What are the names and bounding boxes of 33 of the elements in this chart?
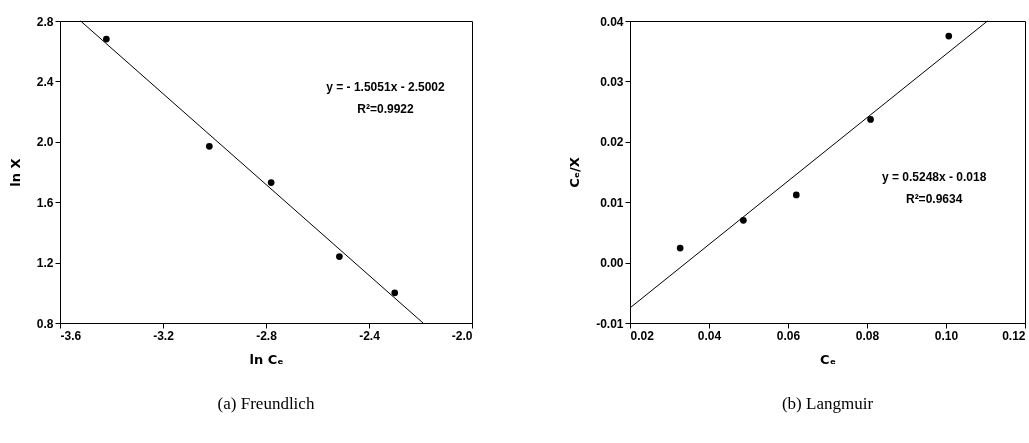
x-tick-label: -3.6 [60, 328, 82, 343]
x-tick-label: 0.04 [697, 328, 722, 343]
text: (a) Freundlich [217, 394, 315, 413]
y-tick-label: 0.02 [600, 135, 624, 150]
x-tick-label: -2.8 [256, 328, 278, 343]
text: (b) Langmuir [781, 394, 874, 413]
annotation: R²=0.9634 [905, 192, 963, 207]
x-tick-label: -3.2 [153, 328, 175, 343]
annotation: y = 0.5248x - 0.018 [881, 170, 987, 185]
annotation: y = - 1.5051x - 2.5002 [326, 80, 446, 95]
y-tick-label: -0.01 [596, 316, 624, 331]
x-tick-label: -2.0 [451, 328, 473, 343]
x-tick-label: 0.06 [776, 328, 801, 343]
y-tick-label: 1.6 [36, 195, 54, 210]
y-tick-label: 0.04 [600, 14, 624, 29]
y-tick-label: 1.2 [36, 256, 54, 271]
y-tick-label: 2.0 [36, 135, 54, 150]
x-tick-label: -2.4 [359, 328, 381, 343]
annotation: R²=0.9922 [357, 101, 414, 116]
x-tick-label: 0.08 [855, 328, 880, 343]
y-axis-title: Cₑ/X [567, 157, 583, 188]
x-tick-label: 0.10 [934, 328, 959, 343]
x-axis-title: ln Cₑ [249, 351, 284, 367]
x-tick-label: 0.12 [1002, 328, 1026, 343]
y-tick-label: 0.8 [36, 316, 54, 331]
y-tick-label: 2.4 [36, 74, 54, 89]
y-tick-label: 0.01 [600, 195, 624, 210]
x-axis-title: Cₑ [820, 351, 836, 367]
y-axis-title: ln X [7, 158, 23, 187]
x-tick-label: 0.02 [630, 328, 655, 343]
y-tick-label: 0.03 [600, 74, 624, 89]
y-tick-label: 0.00 [600, 256, 624, 271]
y-tick-label: 2.8 [36, 14, 54, 29]
